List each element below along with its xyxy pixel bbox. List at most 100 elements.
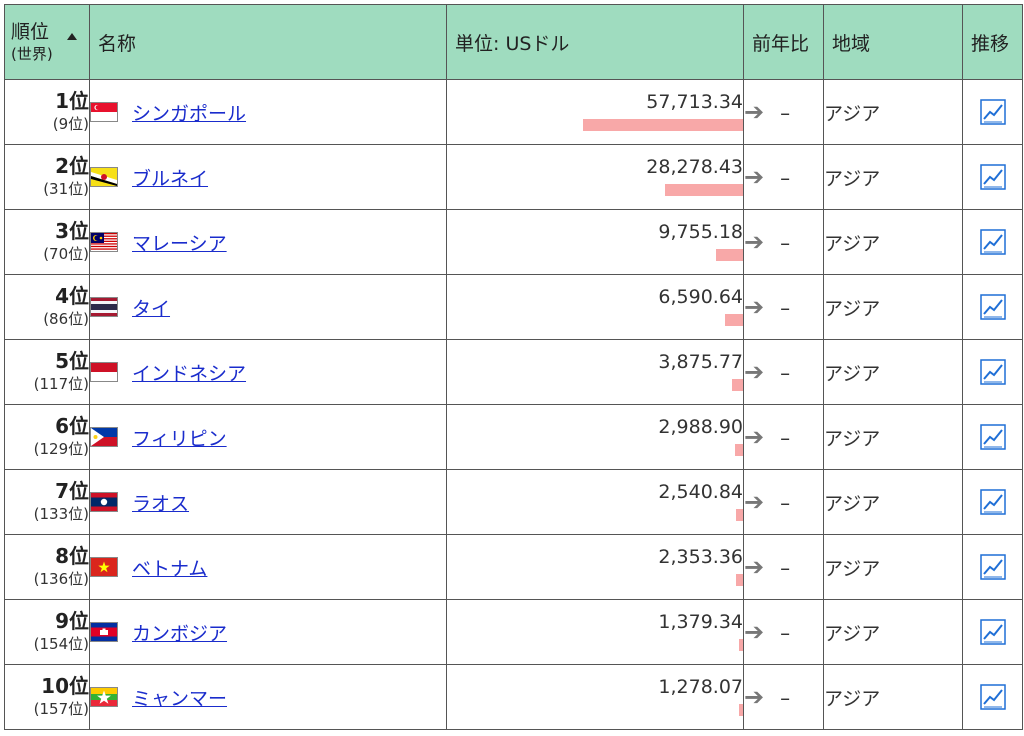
value-cell: 6,590.64 (446, 274, 744, 340)
value-bar-track (448, 314, 743, 326)
arrow-right-icon: ➔ (744, 293, 765, 321)
trend-chart-icon[interactable] (979, 294, 1006, 320)
world-rank-value: (86位) (43, 310, 89, 328)
trend-chart-icon[interactable] (979, 424, 1006, 450)
region-cell: アジア (823, 404, 963, 470)
value-bar (736, 509, 743, 521)
name-cell: マレーシア (89, 209, 447, 275)
country-link[interactable]: カンボジア (132, 622, 228, 645)
value-bar (739, 639, 743, 651)
region-cell: アジア (823, 339, 963, 405)
trend-chart-icon[interactable] (979, 164, 1006, 190)
region-cell: アジア (823, 534, 963, 600)
trend-chart-icon[interactable] (979, 229, 1006, 255)
flag-indonesia-icon (90, 362, 118, 382)
name-cell: ブルネイ (89, 144, 447, 210)
rank-value: 7位 (55, 479, 89, 503)
rank-value: 2位 (55, 154, 89, 178)
trend-cell (962, 274, 1023, 340)
value-cell: 2,988.90 (446, 404, 744, 470)
gdp-value: 28,278.43 (646, 156, 743, 178)
region-value: アジア (824, 427, 881, 450)
yoy-value: – (780, 361, 791, 385)
column-header-name[interactable]: 名称 (89, 4, 447, 80)
world-rank-value: (133位) (33, 505, 89, 523)
value-cell: 2,540.84 (446, 469, 744, 535)
country-link[interactable]: フィリピン (132, 427, 227, 450)
world-rank-value: (9位) (52, 115, 89, 133)
column-header-yoy[interactable]: 前年比 (743, 4, 824, 80)
trend-chart-icon[interactable] (979, 684, 1006, 710)
name-header-label: 名称 (98, 32, 137, 55)
rank-value: 3位 (55, 219, 89, 243)
trend-cell (962, 534, 1023, 600)
flag-cambodia-icon (90, 622, 118, 642)
column-header-region[interactable]: 地域 (823, 4, 963, 80)
yoy-cell: ➔ – (743, 469, 824, 535)
table-row: 6位 (129位) フィリピン 2,988.90 ➔ – アジア (4, 404, 1023, 470)
name-cell: ラオス (89, 469, 447, 535)
trend-chart-icon[interactable] (979, 359, 1006, 385)
country-link[interactable]: ミャンマー (132, 687, 228, 710)
world-rank-value: (117位) (33, 375, 89, 393)
gdp-value: 1,278.07 (658, 676, 743, 698)
column-header-trend: 推移 (962, 4, 1023, 80)
region-cell: アジア (823, 469, 963, 535)
trend-chart-icon[interactable] (979, 619, 1006, 645)
region-value: アジア (824, 492, 881, 515)
country-link[interactable]: シンガポール (132, 102, 247, 125)
yoy-value: – (780, 621, 791, 645)
trend-chart-icon[interactable] (979, 99, 1006, 125)
region-value: アジア (824, 232, 881, 255)
rank-header-sublabel: (世界) (11, 45, 53, 63)
trend-chart-icon[interactable] (979, 489, 1006, 515)
sort-ascending-icon[interactable] (67, 33, 77, 40)
region-value: アジア (824, 167, 881, 190)
table-row: 3位 (70位) マレーシア 9,755.18 ➔ – アジア (4, 209, 1023, 275)
table-row: 2位 (31位) ブルネイ 28,278.43 ➔ – アジア (4, 144, 1023, 210)
world-rank-value: (154位) (33, 635, 89, 653)
table-row: 5位 (117位) インドネシア 3,875.77 ➔ – アジア (4, 339, 1023, 405)
rank-cell: 6位 (129位) (4, 404, 90, 470)
rank-cell: 8位 (136位) (4, 534, 90, 600)
region-value: アジア (824, 622, 881, 645)
arrow-right-icon: ➔ (744, 423, 765, 451)
yoy-value: – (780, 101, 791, 125)
country-link[interactable]: インドネシア (132, 362, 247, 385)
flag-myanmar-icon (90, 687, 118, 707)
value-bar-track (448, 379, 743, 391)
country-link[interactable]: タイ (132, 297, 171, 320)
region-cell: アジア (823, 274, 963, 340)
yoy-value: – (780, 491, 791, 515)
gdp-value: 57,713.34 (646, 91, 743, 113)
value-header-label: 単位: USドル (455, 32, 570, 55)
yoy-cell: ➔ – (743, 664, 824, 730)
region-header-label: 地域 (832, 32, 871, 55)
rank-cell: 10位 (157位) (4, 664, 90, 730)
arrow-right-icon: ➔ (744, 358, 765, 386)
yoy-cell: ➔ – (743, 79, 824, 145)
value-cell: 9,755.18 (446, 209, 744, 275)
value-bar-track (448, 184, 743, 196)
column-header-rank[interactable]: 順位 (世界) (4, 4, 90, 80)
trend-chart-icon[interactable] (979, 554, 1006, 580)
region-cell: アジア (823, 79, 963, 145)
flag-singapore-icon (90, 102, 118, 122)
country-link[interactable]: ブルネイ (132, 167, 209, 190)
country-link[interactable]: ラオス (132, 492, 190, 515)
value-bar-track (448, 509, 743, 521)
country-link[interactable]: ベトナム (132, 557, 208, 580)
value-bar (716, 249, 743, 261)
table-row: 1位 (9位) シンガポール 57,713.34 ➔ – アジア (4, 79, 1023, 145)
rank-header-label: 順位 (11, 21, 50, 43)
name-cell: ミャンマー (89, 664, 447, 730)
country-link[interactable]: マレーシア (132, 232, 227, 255)
arrow-right-icon: ➔ (744, 163, 765, 191)
flag-malaysia-icon (90, 232, 118, 252)
region-cell: アジア (823, 209, 963, 275)
column-header-value[interactable]: 単位: USドル (446, 4, 744, 80)
gdp-value: 1,379.34 (658, 611, 743, 633)
rank-value: 9位 (55, 609, 89, 633)
name-cell: タイ (89, 274, 447, 340)
value-cell: 3,875.77 (446, 339, 744, 405)
